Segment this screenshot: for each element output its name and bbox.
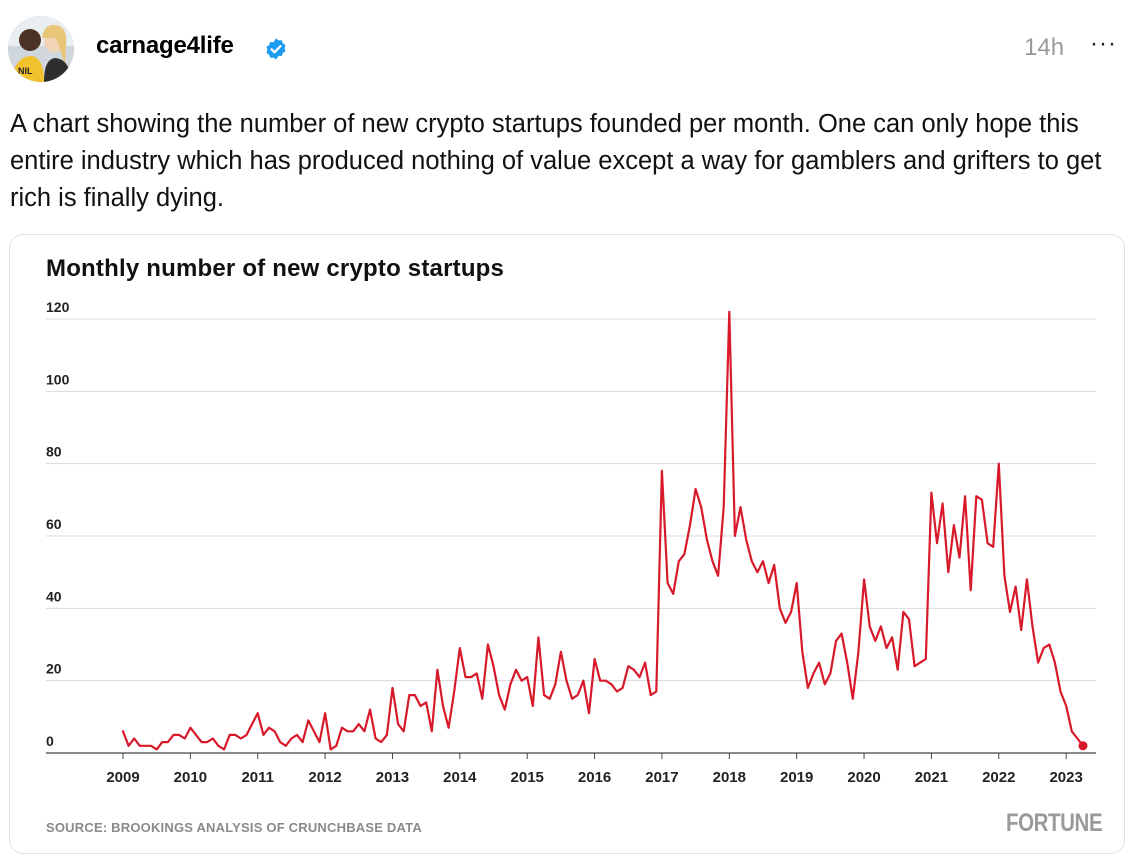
- y-tick-label: 20: [46, 661, 62, 677]
- chart-card[interactable]: 0 20 40 60 80 100 120 2009 2010 2011 2012 2013 2014…: [9, 234, 1125, 854]
- x-tick-label: 2012: [308, 769, 341, 786]
- y-tick-label: 40: [46, 588, 62, 604]
- x-tick-label: 2013: [376, 769, 409, 786]
- x-tick-label: 2022: [982, 769, 1015, 786]
- x-tick-label: 2017: [645, 769, 678, 786]
- post-text: A chart showing the number of new crypto…: [10, 110, 1102, 212]
- avatar[interactable]: NIL: [8, 16, 74, 82]
- more-options-icon[interactable]: ···: [1090, 30, 1117, 57]
- x-tick-label: 2018: [713, 769, 746, 786]
- post-header: NIL carnage4life 14h ···: [0, 0, 1138, 90]
- chart-title: Monthly number of new crypto startups: [46, 255, 505, 282]
- chart-gridlines: [46, 318, 1096, 754]
- chart-x-ticks: 2009 2010 2011 2012 2013 2014 2015 2016 2017 2018…: [106, 753, 1083, 786]
- line-chart: 0 20 40 60 80 100 120 2009 2010 2011 2012 2013 2014…: [46, 299, 1096, 786]
- timestamp: 14h: [1024, 34, 1065, 61]
- x-tick-label: 2023: [1049, 769, 1082, 786]
- x-tick-label: 2021: [915, 769, 948, 786]
- svg-text:NIL: NIL: [18, 66, 33, 76]
- x-tick-label: 2009: [106, 769, 139, 786]
- x-tick-label: 2011: [241, 769, 274, 786]
- chart-y-ticks: 0 20 40 60 80 100 120: [46, 299, 70, 749]
- y-tick-label: 80: [46, 444, 62, 460]
- x-tick-label: 2020: [847, 769, 880, 786]
- chart-source: SOURCE: BROOKINGS ANALYSIS OF CRUNCHBASE…: [46, 820, 422, 835]
- series-line: [121, 310, 1085, 751]
- x-tick-label: 2010: [174, 769, 207, 786]
- y-tick-label: 60: [46, 516, 62, 532]
- series-end-point: [1078, 741, 1088, 751]
- username[interactable]: carnage4life: [96, 32, 234, 59]
- x-tick-label: 2015: [511, 769, 544, 786]
- verified-badge-icon: [266, 38, 286, 60]
- x-tick-label: 2014: [443, 769, 477, 786]
- y-tick-label: 0: [46, 733, 54, 749]
- x-tick-label: 2016: [578, 769, 611, 786]
- x-tick-label: 2019: [780, 769, 813, 786]
- publisher-logo: FORTUNE: [1006, 809, 1103, 837]
- y-tick-label: 100: [46, 371, 70, 387]
- y-tick-label: 120: [46, 299, 70, 315]
- avatar-photo: NIL: [8, 16, 74, 82]
